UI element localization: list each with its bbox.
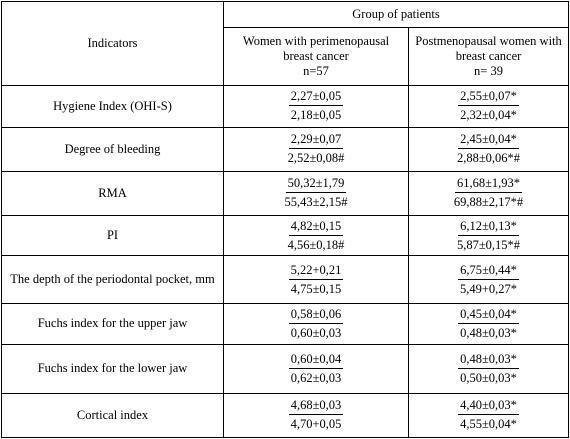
postmenopausal-title: Postmenopausal women with breast cancer — [415, 34, 562, 64]
postmenopausal-value-cell: 0,45±0,04* 0,48±0,03* — [407, 303, 570, 345]
postmenopausal-n: n= 39 — [474, 64, 503, 79]
perimenopausal-value-after: 2,18±0,05 — [290, 108, 342, 123]
perimenopausal-value-before: 4,68±0,03 — [288, 398, 344, 416]
postmenopausal-value-cell: 4,40±0,03* 4,55±0,04* — [407, 392, 570, 439]
postmenopausal-value-after: 0,50±0,03* — [460, 370, 517, 385]
postmenopausal-value-before: 4,40±0,03* — [458, 398, 519, 416]
indicator-label: PI — [1, 214, 224, 257]
postmenopausal-value-before: 2,55±0,07* — [458, 89, 519, 107]
perimenopausal-value-before: 0,58±0,06 — [288, 307, 344, 324]
postmenopausal-value-after: 4,55±0,04* — [460, 417, 517, 432]
indicator-label: Hygiene Index (OHI-S) — [1, 85, 224, 128]
postmenopausal-header: Postmenopausal women with breast cancer … — [407, 27, 570, 87]
perimenopausal-value-before: 50,32±1,79 — [285, 176, 347, 194]
postmenopausal-value-after: 0,48±0,03* — [460, 325, 517, 340]
perimenopausal-value-cell: 0,58±0,06 0,60±0,03 — [223, 303, 409, 345]
perimenopausal-header: Women with perimenopausal breast cancer … — [223, 27, 409, 87]
table-row: Cortical index 4,68±0,03 4,70+0,05 4,40±0,0… — [1, 392, 570, 439]
indicator-label: Degree of bleeding — [1, 126, 224, 172]
table-row: Fuchs index for the lower jaw 0,60±0,04 0,… — [1, 343, 570, 394]
indicator-label: RMA — [1, 170, 224, 216]
perimenopausal-value-cell: 5,22+0,21 4,75±0,15 — [223, 255, 409, 305]
postmenopausal-value-after: 2,32±0,04* — [460, 108, 517, 123]
postmenopausal-value-after: 5,49+0,27* — [459, 281, 518, 296]
perimenopausal-value-after: 2,52±0,08# — [287, 151, 345, 166]
perimenopausal-value-before: 5,22+0,21 — [288, 263, 344, 280]
perimenopausal-value-cell: 0,60±0,04 0,62±0,03 — [223, 343, 409, 394]
perimenopausal-value-before: 2,29±0,07 — [288, 132, 344, 150]
table-row: The depth of the periodontal pocket, mm 5… — [1, 255, 570, 305]
perimenopausal-value-after: 4,75±0,15 — [290, 281, 342, 296]
perimenopausal-title: Women with perimenopausal breast cancer — [242, 34, 390, 64]
perimenopausal-value-cell: 4,82±0,15 4,56±0,18# — [223, 214, 409, 257]
postmenopausal-value-after: 2,88±0,06*# — [456, 151, 521, 166]
postmenopausal-value-cell: 2,45±0,04* 2,88±0,06*# — [407, 126, 570, 172]
postmenopausal-value-cell: 6,12±0,13* 5,87±0,15*# — [407, 214, 570, 257]
postmenopausal-value-after: 69,88±2,17*# — [453, 195, 524, 210]
table-row: Hygiene Index (OHI-S) 2,27±0,05 2,18±0,05 2… — [1, 85, 570, 128]
postmenopausal-value-before: 0,48±0,03* — [458, 352, 519, 369]
perimenopausal-value-before: 0,60±0,04 — [288, 352, 344, 369]
perimenopausal-value-cell: 4,68±0,03 4,70+0,05 — [223, 392, 409, 439]
table-row: Degree of bleeding 2,29±0,07 2,52±0,08# 2,4… — [1, 126, 570, 172]
indicator-label: Fuchs index for the upper jaw — [1, 303, 224, 345]
table-row: RMA 50,32±1,79 55,43±2,15# 61,68±1,93* 69,88… — [1, 170, 570, 216]
perimenopausal-value-after: 4,56±0,18# — [287, 237, 345, 252]
perimenopausal-value-cell: 2,27±0,05 2,18±0,05 — [223, 85, 409, 128]
perimenopausal-value-after: 0,62±0,03 — [290, 370, 342, 385]
indicator-label: Fuchs index for the lower jaw — [1, 343, 224, 394]
table-row: PI 4,82±0,15 4,56±0,18# 6,12±0,13* 5,87±0,15… — [1, 214, 570, 257]
postmenopausal-value-before: 2,45±0,04* — [458, 132, 519, 150]
table-row: Fuchs index for the upper jaw 0,58±0,06 0,… — [1, 303, 570, 345]
perimenopausal-value-cell: 50,32±1,79 55,43±2,15# — [223, 170, 409, 216]
header-row-group: Indicators Group of patients — [1, 0, 570, 87]
postmenopausal-value-before: 6,12±0,13* — [458, 219, 519, 236]
indicators-header: Indicators — [1, 0, 224, 87]
perimenopausal-value-before: 2,27±0,05 — [288, 89, 344, 107]
postmenopausal-value-cell: 6,75±0,44* 5,49+0,27* — [407, 255, 570, 305]
perimenopausal-value-after: 55,43±2,15# — [284, 195, 348, 210]
postmenopausal-value-before: 61,68±1,93* — [454, 176, 523, 194]
perimenopausal-value-after: 0,60±0,03 — [290, 325, 342, 340]
indicator-label: The depth of the periodontal pocket, mm — [1, 255, 224, 305]
postmenopausal-value-cell: 2,55±0,07* 2,32±0,04* — [407, 85, 570, 128]
perimenopausal-n: n=57 — [303, 64, 329, 79]
perimenopausal-value-after: 4,70+0,05 — [290, 417, 342, 432]
table-body: Hygiene Index (OHI-S) 2,27±0,05 2,18±0,05 2… — [1, 85, 570, 439]
postmenopausal-value-before: 6,75±0,44* — [458, 263, 519, 280]
perimenopausal-value-cell: 2,29±0,07 2,52±0,08# — [223, 126, 409, 172]
postmenopausal-value-cell: 61,68±1,93* 69,88±2,17*# — [407, 170, 570, 216]
perimenopausal-value-before: 4,82±0,15 — [288, 219, 344, 236]
indicator-label: Cortical index — [1, 392, 224, 439]
postmenopausal-value-before: 0,45±0,04* — [458, 307, 519, 324]
group-header: Group of patients — [222, 0, 570, 29]
header-row-subgroups: Women with perimenopausal breast cancer … — [2, 27, 570, 87]
postmenopausal-value-cell: 0,48±0,03* 0,50±0,03* — [407, 343, 570, 394]
postmenopausal-value-after: 5,87±0,15*# — [456, 237, 521, 252]
